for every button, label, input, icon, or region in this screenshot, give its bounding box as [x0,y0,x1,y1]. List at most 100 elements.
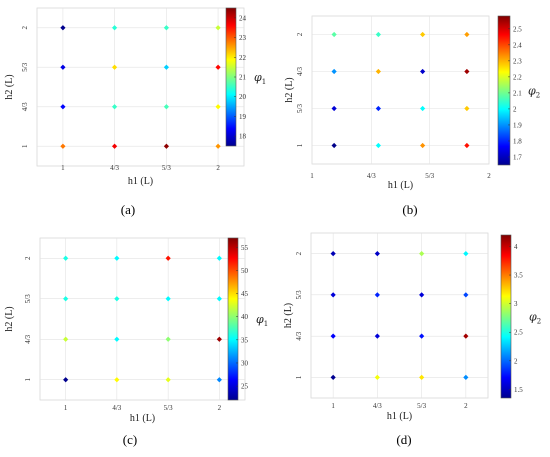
y-axis-label: h2 (L) [4,306,15,331]
y-axis-label: h2 (L) [283,303,294,328]
colorbar [498,16,510,165]
data-point [330,333,336,339]
data-point [60,143,66,149]
x-axis-label: h1 (L) [388,180,413,191]
colorbar-label-symbol: φ [256,313,264,326]
colorbar-tick-label: 2 [514,357,518,365]
data-point [331,68,337,75]
x-tick-label: 1 [61,164,65,172]
data-point [464,142,470,149]
colorbar-tick-label: 22 [239,54,247,62]
panel-c: 1 4/3 5/3 2 1 4/3 5/3 2 h1 (L) h2 (L) 25 30 35 40 45 50… [4,237,268,447]
data-point [114,377,120,383]
data-point [111,143,118,149]
data-point [330,292,336,298]
colorbar-tick-label: 25 [241,383,249,391]
y-tick-label: 1 [296,143,304,147]
y-tick-label: 2 [21,26,29,30]
panel-d: 1 4/3 5/3 2 1 4/3 5/3 2 h1 (L) h2 (L) 1.5 2 2.5 3 3.5 4… [283,232,541,447]
data-point [111,64,118,70]
colorbar-tick-label: 3 [514,300,518,308]
data-point [111,104,118,110]
colorbar-tick-label: 1.8 [513,137,522,145]
y-axis-label: h2 (L) [284,77,295,102]
colorbar-tick-label: 4 [514,243,518,251]
colorbar-tick-label: 2.5 [513,25,522,33]
colorbar-label-symbol: φ [529,311,537,324]
data-point [60,25,66,31]
y-tick-label: 4/3 [296,67,304,76]
y-tick-label: 1 [295,375,303,379]
colorbar-label-subscript: 1 [262,78,266,86]
colorbar-tick-label: 2.1 [513,89,522,97]
data-point [163,25,170,31]
colorbar-tick-label: 24 [239,14,247,22]
colorbar-tick-label: 2.3 [513,57,522,65]
x-axis-label: h1 (L) [128,176,153,187]
data-point [165,336,171,342]
colorbar-tick-label: 45 [241,290,249,298]
data-point [111,25,118,31]
data-point [374,333,380,339]
colorbar-tick-label: 1.9 [513,121,522,129]
x-tick-label: 2 [218,404,222,412]
data-point [420,68,426,75]
data-point [375,31,381,38]
data-point [420,31,426,38]
data-point [114,336,120,342]
x-tick-label: 1 [331,402,335,410]
data-point [165,377,171,383]
x-tick-label: 2 [487,172,491,180]
data-point [375,68,381,75]
data-point [463,374,469,380]
colorbar [226,8,236,146]
colorbar [501,235,511,398]
panel-label: (a) [121,202,135,217]
y-tick-label: 2 [296,32,304,36]
data-point [330,374,336,380]
data-point [374,292,380,298]
y-tick-label: 4/3 [295,331,303,340]
plot-area [36,7,245,167]
colorbar-tick-label: 2.2 [513,73,522,81]
data-point [60,104,66,110]
colorbar-label-symbol: φ [528,85,536,98]
plot-area [310,232,489,399]
x-tick-label: 4/3 [112,404,121,412]
x-tick-label: 2 [464,402,468,410]
data-point [216,377,222,383]
colorbar-tick-label: 2 [513,105,517,113]
colorbar-tick-label: 23 [239,34,247,42]
data-point [463,292,469,298]
x-tick-label: 4/3 [373,402,382,410]
x-tick-label: 1 [64,404,68,412]
colorbar-label: φ1 [254,71,266,86]
data-point [163,104,170,110]
data-point [419,374,425,380]
data-point [63,296,69,302]
panel-label: (c) [123,432,137,447]
y-tick-label: 1 [24,377,32,381]
colorbar-tick-label: 2.5 [514,329,523,337]
colorbar-tick-label: 3.5 [514,272,523,280]
colorbar-tick-label: 20 [239,93,247,101]
data-point [419,292,425,298]
y-tick-label: 2 [295,251,303,255]
colorbar-frame [500,234,512,399]
colorbar [228,238,238,400]
y-tick-label: 5/3 [296,104,304,113]
x-axis-label: h1 (L) [387,411,412,422]
x-tick-label: 4/3 [110,164,119,172]
y-tick-label: 5/3 [295,290,303,299]
data-point [216,255,222,261]
data-point [464,68,470,75]
x-axis-label: h1 (L) [130,413,155,424]
colorbar-tick-label: 55 [241,244,249,252]
plot-area [311,15,490,165]
data-point [419,333,425,339]
x-tick-label: 5/3 [162,164,171,172]
colorbar-tick-label: 50 [241,267,249,275]
data-point [114,296,120,302]
